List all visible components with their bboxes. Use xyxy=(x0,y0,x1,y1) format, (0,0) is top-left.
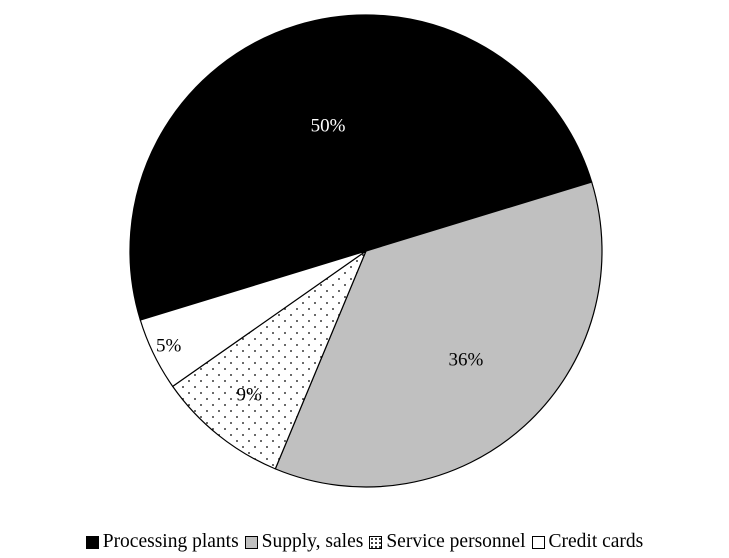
pie-slice-service-personnel xyxy=(172,250,367,470)
slice-label: 5% xyxy=(156,336,182,357)
legend-swatch xyxy=(244,535,258,549)
legend-item: Supply, sales xyxy=(244,531,364,553)
legend-label: Supply, sales xyxy=(261,531,364,552)
legend-swatch xyxy=(369,535,383,549)
legend-item: Processing plants xyxy=(85,531,239,553)
pie-slice-supply-sales xyxy=(274,181,603,488)
slice-label: 50% xyxy=(311,115,346,136)
legend: Processing plants Supply, sales Service pe… xyxy=(0,528,729,556)
legend-label: Processing plants xyxy=(102,531,239,552)
pie-slice-credit-cards xyxy=(139,250,367,387)
pie-slice-processing-plants xyxy=(129,14,593,321)
legend-label: Credit cards xyxy=(548,531,644,552)
pie-slices xyxy=(129,14,603,488)
legend-swatch xyxy=(85,535,99,549)
legend-item: Service personnel xyxy=(369,531,526,553)
legend-item: Credit cards xyxy=(531,531,644,553)
pie-slice-labels: 50% 36% 9% 5% xyxy=(156,115,483,405)
legend-swatch xyxy=(531,535,545,549)
legend-label: Service personnel xyxy=(386,531,526,552)
slice-label: 9% xyxy=(237,385,263,406)
slice-label: 36% xyxy=(448,349,483,370)
